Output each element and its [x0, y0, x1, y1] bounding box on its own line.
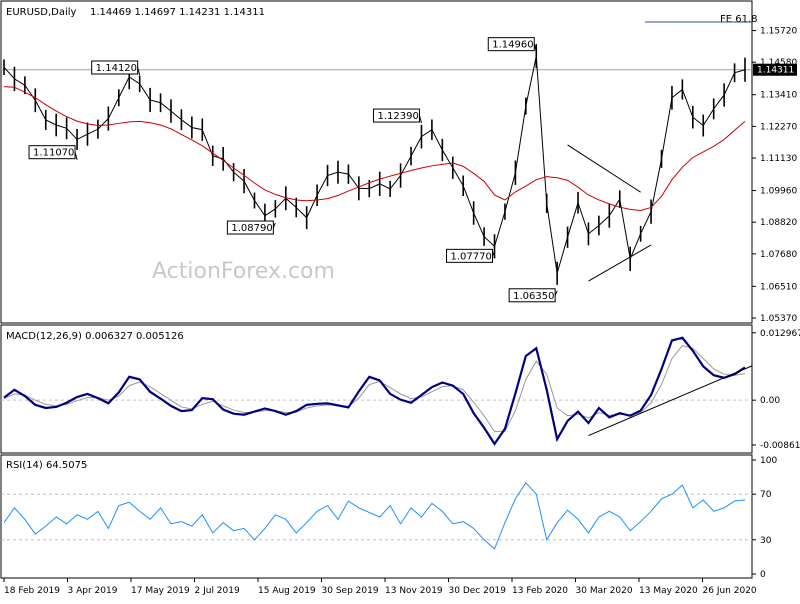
annotation-label: 1.14120 [96, 63, 137, 74]
price-y-tick-label: 1.06510 [760, 282, 797, 292]
price-panel-frame [0, 0, 753, 324]
price-y-tick-label: 1.07680 [760, 250, 797, 260]
x-axis-tick-label: 30 Dec 2019 [449, 586, 507, 596]
x-axis-tick-label: 13 Nov 2019 [385, 586, 443, 596]
annotation-connector [74, 152, 78, 160]
price-y-tick-label: 1.15720 [760, 27, 797, 37]
x-axis-tick-label: 15 Aug 2019 [258, 586, 316, 596]
annotation-connector [533, 44, 537, 52]
x-axis-tick-label: 26 Jun 2020 [703, 586, 757, 596]
chart-marks: 1.15720 1.14580 1.13410 1.12270 1.11130 1.099… [1, 21, 800, 596]
triangle-lower-trendline [588, 244, 652, 282]
annotation-label: 1.06350 [513, 291, 554, 302]
annotation-label: 1.14960 [492, 40, 533, 51]
macd-y-tick-label: 0.00 [760, 396, 780, 406]
annotation-label: 1.08790 [231, 223, 272, 234]
annotation-connector [492, 251, 495, 257]
rsi-y-tick-label: 0 [760, 570, 766, 580]
price-y-tick-label: 1.05370 [760, 314, 797, 324]
rsi-y-tick-label: 30 [760, 536, 772, 546]
annotation-label: 1.07770 [451, 251, 492, 262]
rsi-panel-frame [0, 454, 753, 579]
annotation-label: 1.11070 [33, 148, 74, 159]
x-axis-tick-label: 18 Feb 2019 [4, 586, 60, 596]
price-panel-title: EURUSD,Daily [6, 7, 77, 18]
macd-panel-frame [0, 324, 753, 454]
annotation-label: 1.12390 [377, 111, 418, 122]
annotation-connector [137, 67, 141, 76]
price-y-tick-label: 1.08820 [760, 218, 797, 228]
macd-y-tick-label: 0.012967 [760, 329, 800, 339]
price-y-tick-label: 1.14580 [760, 58, 797, 68]
x-axis-tick-label: 3 Apr 2019 [68, 586, 118, 596]
macd-trendline [588, 365, 753, 436]
annotation-connector [272, 222, 276, 228]
rsi-y-tick-label: 100 [760, 456, 777, 466]
x-axis-tick-label: 13 May 2020 [639, 586, 698, 596]
x-axis-tick-label: 17 May 2019 [131, 586, 190, 596]
last-price-label: 1.14311 [757, 66, 794, 76]
macd-main-line [3, 336, 746, 446]
watermark: ActionForex.com [152, 259, 335, 284]
price-y-tick-label: 1.11130 [760, 154, 797, 164]
price-close-line [3, 56, 746, 274]
macd-panel-title: MACD(12,26,9) 0.006327 0.005126 [6, 331, 184, 342]
rsi-panel-title: RSI(14) 64.5075 [6, 460, 87, 471]
x-axis-tick-label: 30 Mar 2020 [576, 586, 633, 596]
triangle-upper-trendline [567, 144, 641, 193]
sma-line [3, 86, 746, 212]
last-price-box [753, 63, 797, 76]
rsi-line [3, 481, 746, 550]
rsi-y-tick-label: 70 [760, 490, 772, 500]
x-axis-tick-label: 13 Feb 2020 [512, 586, 568, 596]
price-y-tick-label: 1.12270 [760, 122, 797, 132]
price-y-tick-label: 1.13410 [760, 91, 797, 101]
annotation-connector [554, 290, 558, 296]
x-axis-tick-label: 30 Sep 2019 [322, 586, 379, 596]
price-y-tick-label: 1.09960 [760, 187, 797, 197]
annotation-connector [418, 115, 422, 124]
fib-label: FE 61.8 [720, 14, 758, 25]
macd-y-tick-label: -0.008616 [760, 441, 800, 451]
x-axis-tick-label: 2 Jul 2019 [195, 586, 240, 596]
ohlc-header: 1.14469 1.14697 1.14231 1.14311 [90, 7, 265, 18]
